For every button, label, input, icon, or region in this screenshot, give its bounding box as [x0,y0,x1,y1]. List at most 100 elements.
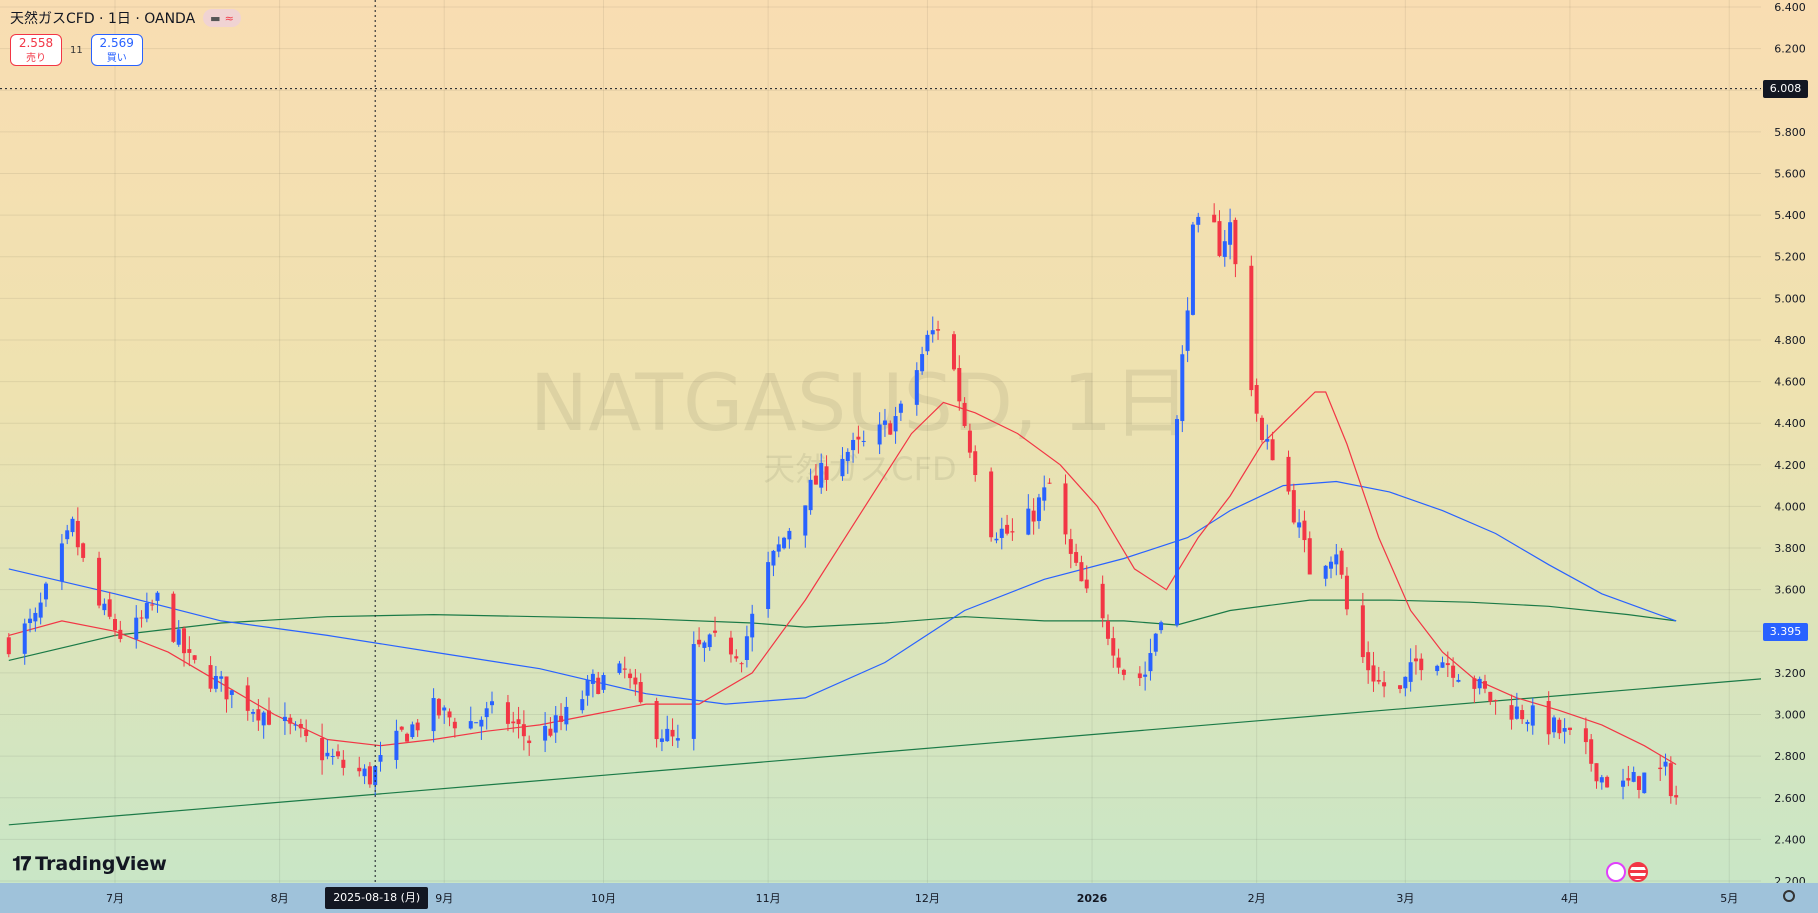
candle [1339,548,1344,579]
time-tick-label: 9月 [435,892,453,905]
symbol-title[interactable]: 天然ガスCFD · 1日 · OANDA [10,11,196,27]
candle-body [1323,565,1328,579]
candle-body [914,370,919,405]
candle-body [1530,705,1535,726]
candle [1366,641,1371,684]
candle-body [617,663,622,673]
candle [1642,772,1647,794]
price-tick-label: 4.600 [1774,376,1806,389]
axis-settings[interactable] [1761,883,1818,913]
candle [367,762,372,788]
time-axis[interactable]: 7月 8月 9月 10月 11月 12月 2026 2月 3月 4月 5月 [0,883,1761,913]
settings-icon[interactable] [1783,890,1795,902]
candle [1382,671,1387,698]
buy-label: 買い [106,53,127,64]
buy-button[interactable]: 2.569 買い [90,34,143,66]
candle-body [973,451,978,476]
candle-body [1344,575,1349,610]
candle-body [1583,728,1588,743]
price-axis[interactable]: 2.2002.4002.6002.8003.0003.2003.4003.600… [1761,0,1818,883]
candle [1435,664,1440,676]
candle [734,649,739,662]
candlestick-chart[interactable]: NATGASUSD, 1日 天然ガスCFD [0,0,1761,883]
sell-button[interactable]: 2.558 売り [10,34,62,66]
candle [1546,691,1551,745]
grid-lines [0,0,1761,883]
price-tick-label: 5.400 [1774,209,1806,222]
candle-body [1079,562,1084,582]
candle-body [436,698,441,716]
candle-body [431,698,436,732]
candle [176,620,181,647]
candle [22,618,27,665]
tradingview-logo[interactable]: 𝟏𝟕 TradingView [12,853,167,875]
candle [1482,674,1487,694]
candle [282,702,287,735]
crosshair-price-label: 6.008 [1763,79,1808,98]
candle-body [144,602,149,619]
candle-body [288,717,293,724]
candle-body [1451,665,1456,678]
candle [1212,203,1217,223]
candle-body [888,423,893,435]
candle-body [813,475,818,485]
candle-body [1068,539,1073,554]
candle-body [251,712,256,714]
candle [293,721,298,731]
candle [1488,691,1493,705]
candle-body [1180,354,1185,422]
candle-body [702,642,707,648]
chart-plot-area[interactable]: NATGASUSD, 1日 天然ガスCFD [0,0,1761,883]
candle [1159,620,1164,634]
us-flag-icon[interactable] [1628,862,1648,882]
price-tick-label: 2.800 [1774,750,1806,763]
candle [559,703,564,731]
candle [102,598,107,616]
candle [580,690,585,714]
candle-body [521,724,526,737]
candle [728,630,733,663]
candle-body [357,767,362,772]
candle-body [75,520,80,548]
candle-body [1328,561,1333,569]
candle [771,549,776,577]
candle-body [622,668,627,670]
candle [1026,494,1031,536]
candle-body [898,403,903,413]
candle-body [803,505,808,536]
time-tick-label: 12月 [915,892,940,905]
candle-body [697,639,702,645]
candle [702,640,707,662]
candle [336,744,341,760]
sell-price: 2.558 [18,36,54,50]
candle-body [1105,620,1110,639]
candle-body [713,630,718,633]
trend-line-segment [8,678,1761,826]
candle [994,532,999,544]
candle [33,607,38,632]
candle-body [102,603,107,611]
candle-body [766,562,771,609]
candle [888,420,893,435]
price-tick-label: 4.000 [1774,500,1806,513]
candle-body [1674,795,1679,798]
status-pill[interactable]: ▬ ≈ [203,9,241,27]
candle-body [1302,520,1307,541]
candle [707,633,712,651]
candle [1105,614,1110,646]
sma-mid-line [8,480,1677,705]
candle-body [452,721,457,729]
candle-body [330,755,335,757]
candle [431,688,436,743]
candle-body [882,420,887,425]
candle [182,626,187,667]
candle [1477,676,1482,695]
candle [320,723,325,775]
candle-body [1482,681,1487,689]
lightning-icon[interactable] [1606,862,1626,882]
candle [229,689,234,709]
candle-body [590,673,595,684]
candle [505,694,510,732]
candle-body [1360,605,1365,658]
candle-body [97,557,102,606]
